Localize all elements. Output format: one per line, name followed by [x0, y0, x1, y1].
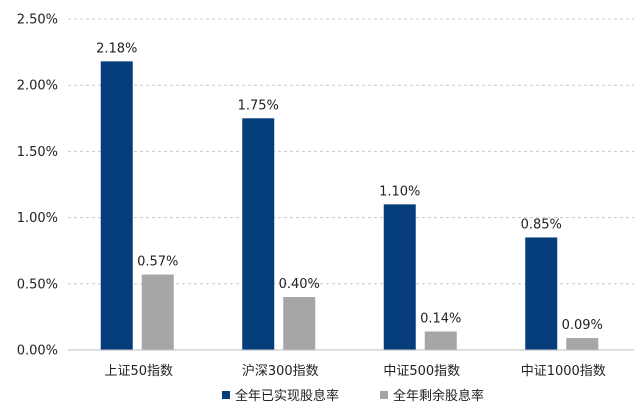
legend-swatch — [222, 391, 230, 399]
legend: 全年已实现股息率 全年剩余股息率 — [222, 388, 484, 404]
bar-remaining — [566, 338, 599, 350]
data-label: 0.14% — [420, 311, 461, 326]
gridlines — [68, 18, 634, 285]
x-tick-label: 中证1000指数 — [521, 364, 606, 379]
y-axis: 0.00% 0.50% 1.00% 1.50% 2.00% 2.50% — [17, 13, 58, 359]
bar-realized — [383, 204, 416, 350]
data-label: 1.75% — [238, 98, 279, 113]
x-tick-label: 沪深300指数 — [242, 363, 319, 379]
y-tick-label: 2.00% — [17, 79, 58, 94]
y-tick-label: 0.00% — [17, 344, 58, 359]
data-label: 0.57% — [137, 255, 178, 270]
bar-remaining — [283, 297, 316, 350]
legend-label: 全年剩余股息率 — [393, 388, 484, 404]
legend-label: 全年已实现股息率 — [235, 388, 339, 404]
x-tick-label: 上证50指数 — [104, 364, 173, 379]
bar-remaining — [424, 331, 457, 350]
bar-realized — [525, 237, 558, 350]
bar-realized — [242, 118, 275, 350]
data-labels: 2.18% 0.57% 1.75% 0.40% 1.10% 0.14% 0.85% 0.09% — [96, 41, 603, 333]
x-axis: 上证50指数 沪深300指数 中证500指数 中证1000指数 — [68, 349, 634, 379]
y-tick-label: 0.50% — [17, 277, 58, 292]
y-tick-label: 1.50% — [17, 145, 58, 160]
bar-realized — [100, 61, 133, 350]
data-label: 0.40% — [279, 277, 320, 292]
x-tick-label: 中证500指数 — [383, 364, 460, 379]
data-label: 1.10% — [379, 184, 420, 199]
data-label: 0.09% — [562, 318, 603, 333]
bars — [100, 61, 599, 350]
data-label: 0.85% — [521, 217, 562, 232]
y-tick-label: 1.00% — [17, 211, 58, 226]
bar-remaining — [141, 274, 174, 350]
legend-swatch — [380, 391, 388, 399]
y-tick-label: 2.50% — [17, 13, 58, 28]
data-label: 2.18% — [96, 41, 137, 56]
